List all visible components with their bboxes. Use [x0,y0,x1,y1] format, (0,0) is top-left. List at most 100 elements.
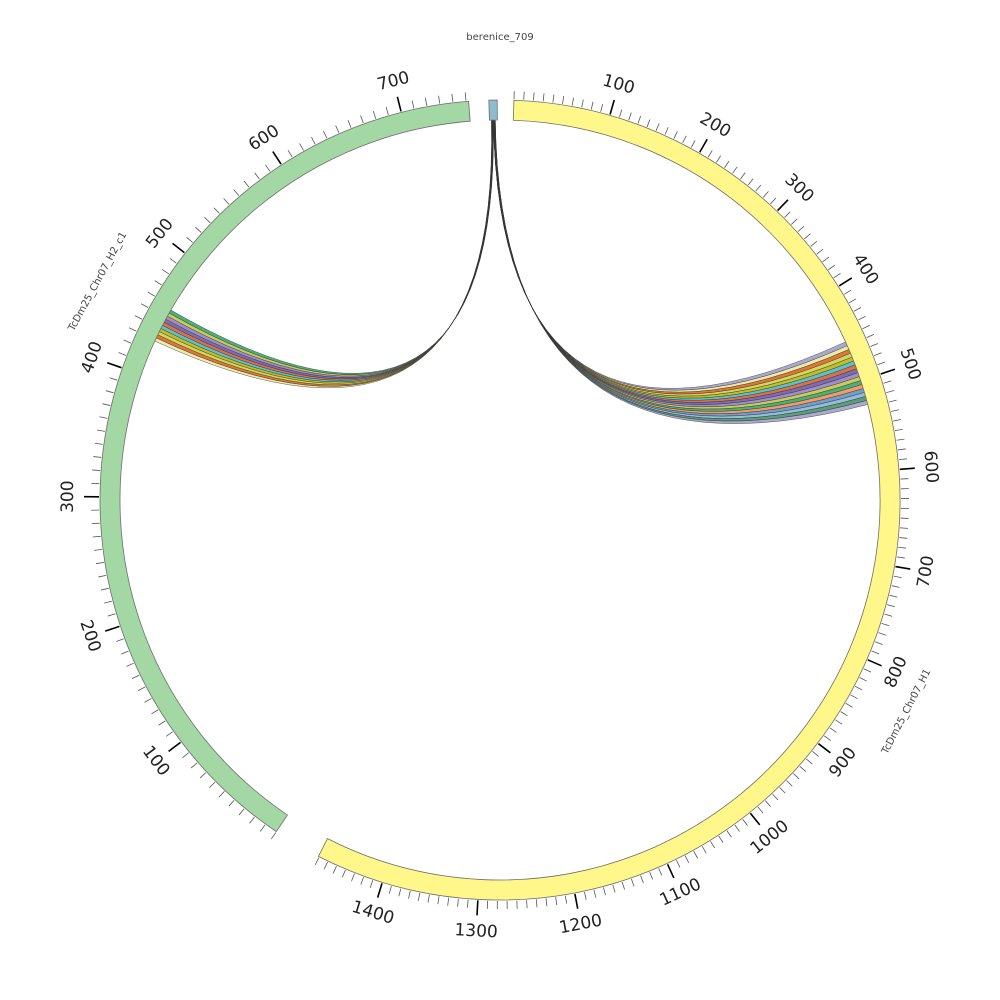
minor-tick [243,180,250,188]
minor-tick [862,324,870,330]
minor-tick [165,731,173,737]
minor-tick [169,258,177,264]
minor-tick [870,343,879,347]
minor-tick [128,327,137,332]
minor-tick [238,808,245,816]
minor-tick [92,535,101,538]
minor-tick [640,875,644,884]
major-tick [699,138,708,153]
minor-tick [360,876,364,885]
tick-label: 500 [142,215,178,253]
minor-tick [424,97,428,106]
minor-tick [94,442,103,445]
minor-tick [812,751,819,757]
minor-tick [716,155,722,163]
minor-tick [690,140,696,148]
minor-tick [123,339,132,344]
major-tick [376,883,383,898]
minor-tick [360,115,364,124]
minor-tick [829,727,837,733]
minor-tick [323,130,328,139]
minor-tick [887,604,895,608]
minor-tick [896,556,905,559]
minor-tick [571,97,574,106]
segment-name-h2: TcDm25_Chr07_H2_c1 [66,230,129,334]
minor-tick [369,880,374,888]
major-tick [899,467,915,471]
minor-tick [323,861,328,870]
tick-label: 600 [920,450,942,484]
minor-tick [351,873,355,882]
minor-tick [218,791,225,798]
tick-label: 900 [825,744,861,782]
minor-tick [628,112,632,121]
minor-tick [233,189,240,196]
minor-tick [718,835,724,843]
minor-tick [467,899,469,908]
minor-tick [874,641,883,645]
minor-tick [655,123,660,131]
minor-tick [190,762,198,769]
minor-tick [682,135,687,144]
minor-tick [896,438,905,441]
minor-tick [891,409,900,412]
major-tick [104,625,120,632]
minor-tick [299,143,304,151]
minor-tick [93,456,102,458]
minor-tick [535,899,538,908]
tick-label: 1400 [349,897,396,929]
tick-label: 500 [896,346,925,383]
minor-tick [265,164,271,172]
minor-tick [182,752,189,759]
links-layer [154,119,869,424]
minor-tick [816,248,824,255]
major-tick [172,242,185,254]
major-tick [749,812,761,826]
minor-tick [894,428,903,432]
minor-tick [646,119,651,128]
tick-label: 1100 [657,874,705,910]
minor-tick [92,469,101,471]
minor-tick [427,894,430,903]
minor-tick [564,895,568,904]
minor-tick [873,352,882,356]
minor-tick [603,887,606,896]
minor-tick [726,830,732,838]
minor-tick [765,800,771,807]
minor-tick [898,458,907,461]
minor-tick [891,585,900,588]
minor-tick [437,896,440,905]
minor-tick [693,850,698,859]
major-tick [107,361,122,369]
minor-tick [120,650,129,655]
minor-tick [793,773,800,780]
tick-label: 600 [245,121,283,155]
minor-tick [372,110,377,119]
segment-arc-0 [317,99,901,901]
minor-tick [140,303,149,308]
minor-tick [673,131,678,139]
minor-tick [107,613,116,617]
minor-tick [335,125,340,133]
minor-tick [109,377,118,381]
minor-tick [859,677,867,682]
minor-tick [784,211,791,218]
minor-tick [619,109,623,118]
minor-tick [833,273,841,279]
minor-tick [411,100,415,109]
tick-label: 100 [600,71,637,99]
minor-tick [223,198,230,205]
minor-tick [105,390,114,394]
minor-tick [151,709,159,715]
minor-tick [858,315,866,321]
minor-tick [848,298,857,304]
minor-tick [249,816,255,824]
minor-tick [457,898,459,907]
minor-tick [676,859,681,868]
minor-tick [417,892,421,901]
minor-tick [612,884,616,893]
minor-tick [734,824,740,832]
tick-label: 1200 [558,911,604,939]
minor-tick [447,897,450,906]
minor-tick [740,172,746,180]
